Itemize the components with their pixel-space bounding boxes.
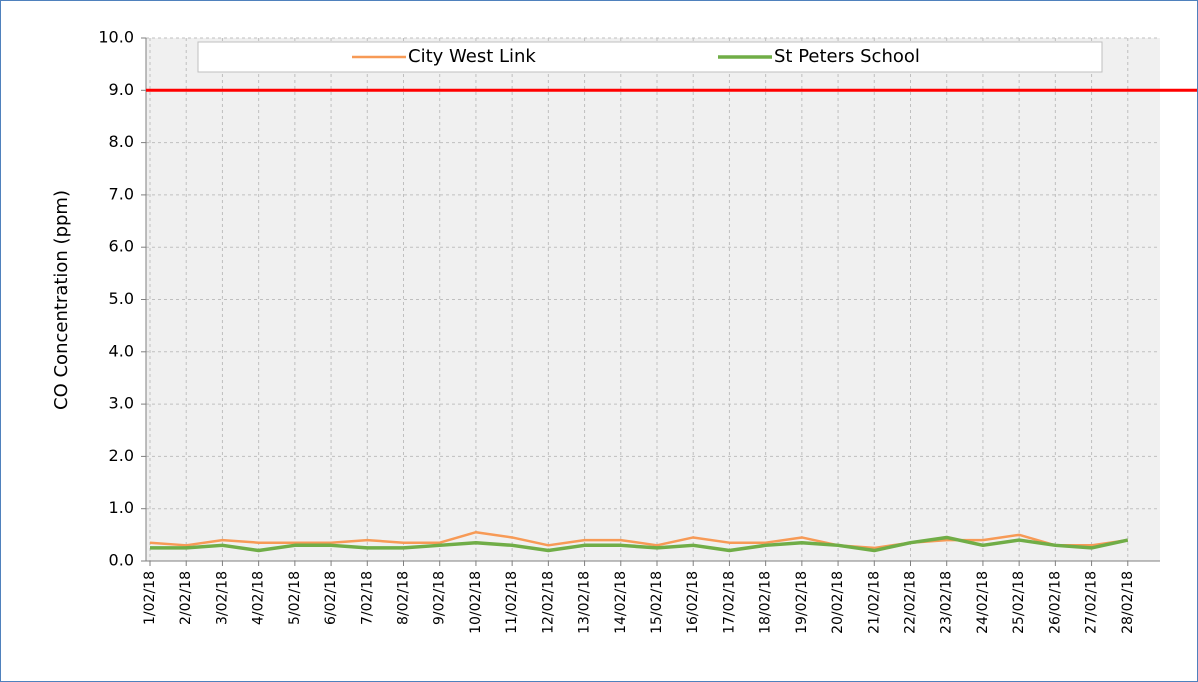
y-tick-label: 5.0 bbox=[109, 289, 134, 308]
x-tick-label: 16/02/18 bbox=[685, 571, 701, 634]
x-tick-label: 5/02/18 bbox=[287, 571, 303, 625]
y-tick-label: 1.0 bbox=[109, 498, 134, 517]
y-tick-label: 0.0 bbox=[109, 551, 134, 570]
x-tick-label: 2/02/18 bbox=[178, 571, 194, 625]
x-tick-label: 6/02/18 bbox=[323, 571, 339, 625]
x-tick-label: 24/02/18 bbox=[975, 571, 991, 634]
y-tick-label: 3.0 bbox=[109, 394, 134, 413]
x-tick-label: 25/02/18 bbox=[1011, 571, 1027, 634]
x-tick-label: 20/02/18 bbox=[830, 571, 846, 634]
x-tick-label: 18/02/18 bbox=[758, 571, 774, 634]
x-tick-label: 8/02/18 bbox=[396, 571, 412, 625]
y-tick-label: 8.0 bbox=[109, 132, 134, 151]
x-tick-label: 11/02/18 bbox=[504, 571, 520, 634]
legend-label: St Peters School bbox=[774, 46, 920, 67]
x-tick-label: 23/02/18 bbox=[939, 571, 955, 634]
y-tick-label: 7.0 bbox=[109, 184, 134, 203]
x-tick-label: 1/02/18 bbox=[142, 571, 158, 625]
x-tick-label: 12/02/18 bbox=[540, 571, 556, 634]
y-tick-label: 10.0 bbox=[98, 28, 134, 47]
y-tick-label: 2.0 bbox=[109, 446, 134, 465]
y-tick-label: 9.0 bbox=[109, 80, 134, 99]
series-line bbox=[150, 535, 1129, 553]
legend bbox=[197, 41, 1103, 73]
x-tick-label: 21/02/18 bbox=[866, 571, 882, 634]
x-tick-label: 7/02/18 bbox=[359, 571, 375, 625]
x-tick-label: 10/02/18 bbox=[468, 571, 484, 634]
y-tick-label: 6.0 bbox=[109, 237, 134, 256]
x-tick-label: 3/02/18 bbox=[214, 571, 230, 625]
x-tick-label: 4/02/18 bbox=[251, 571, 267, 625]
x-tick-label: 28/02/18 bbox=[1120, 571, 1136, 634]
x-tick-label: 14/02/18 bbox=[613, 571, 629, 634]
y-axis-title: CO Concentration (ppm) bbox=[51, 190, 72, 410]
y-tick-label: 4.0 bbox=[109, 341, 134, 360]
x-tick-label: 26/02/18 bbox=[1047, 571, 1063, 634]
x-tick-label: 22/02/18 bbox=[903, 571, 919, 634]
x-tick-label: 17/02/18 bbox=[721, 571, 737, 634]
x-tick-label: 19/02/18 bbox=[794, 571, 810, 634]
x-tick-label: 9/02/18 bbox=[432, 571, 448, 625]
legend-label: City West Link bbox=[408, 46, 536, 67]
x-tick-label: 13/02/18 bbox=[577, 571, 593, 634]
x-tick-label: 15/02/18 bbox=[649, 571, 665, 634]
x-tick-label: 27/02/18 bbox=[1084, 571, 1100, 634]
